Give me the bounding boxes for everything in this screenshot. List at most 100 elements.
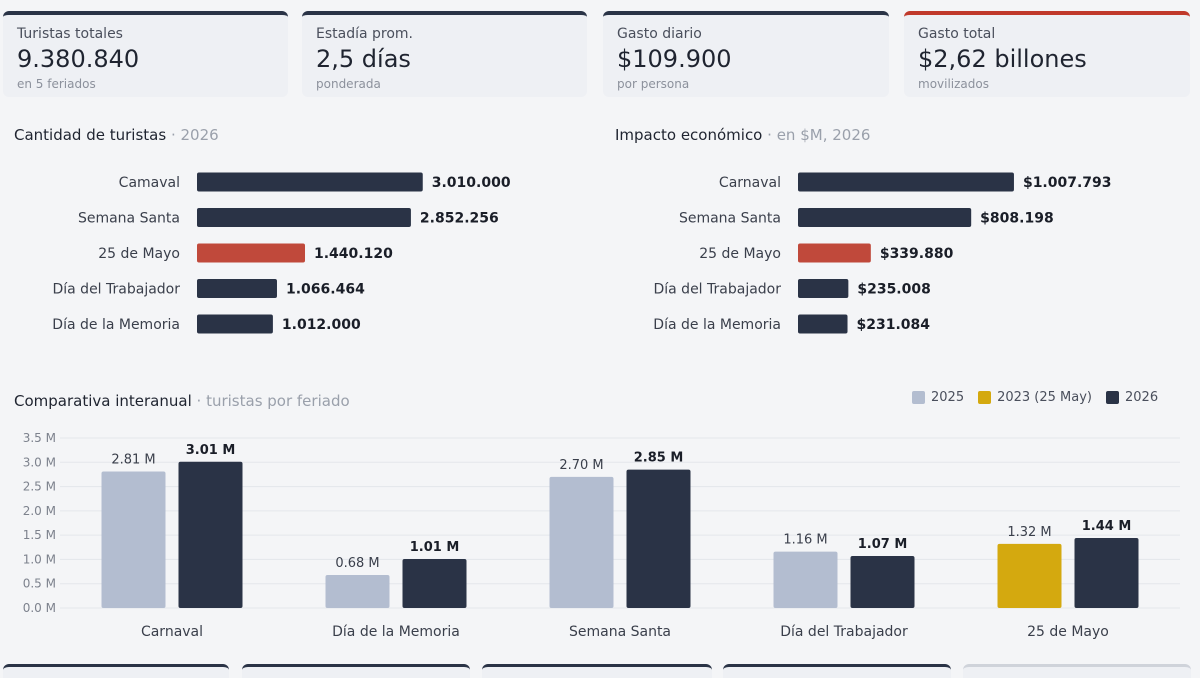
data-label: 1.16 M — [783, 533, 827, 548]
value-label: 2.852.256 — [420, 211, 499, 227]
bar — [798, 208, 972, 227]
data-label: 2.70 M — [559, 458, 603, 473]
bar — [402, 558, 467, 608]
chart-subtitle: turistas por feriado — [206, 392, 350, 410]
category-label: Semana Santa — [679, 211, 781, 227]
chart-title: Comparativa interanual — [14, 392, 192, 410]
value-label: $339.880 — [880, 246, 954, 262]
legend-swatch — [1106, 391, 1120, 404]
kpi-label: Gasto diario — [617, 26, 702, 42]
value-label: 1.012.000 — [282, 317, 361, 333]
bar — [549, 476, 614, 608]
category-label: Día del Trabajador — [52, 282, 180, 298]
category-label: Día de la Memoria — [653, 317, 781, 333]
kpi-card-estadia: Estadía prom. 2,5 días ponderada — [302, 11, 587, 97]
x-tick-label: Carnaval — [141, 624, 203, 640]
value-label: 1.066.464 — [286, 282, 365, 298]
data-label: 2.85 M — [634, 451, 684, 466]
kpi-value: 9.380.840 — [17, 45, 140, 73]
data-label: 1.32 M — [1007, 525, 1051, 540]
chart-title-comparativa: Comparativa interanual · turistas por fe… — [14, 392, 350, 410]
x-tick-label: Semana Santa — [569, 624, 671, 640]
kpi-value: $2,62 billones — [918, 45, 1087, 73]
legend-swatch — [912, 391, 925, 404]
category-label: Carnaval — [719, 175, 781, 191]
turistas-bar-chart: Camaval 3.010.000 Semana Santa 2.852.256 25 … — [52, 172, 511, 334]
legend-label: 2025 — [931, 390, 965, 405]
y-tick-label: 3.5 M — [23, 431, 56, 445]
bar — [178, 461, 243, 608]
value-label: 3.010.000 — [432, 175, 511, 191]
legend-item-2023: 2023 (25 May) — [978, 390, 1092, 405]
bottom-panel-tab[interactable] — [723, 664, 951, 678]
bottom-panel-tab[interactable] — [482, 664, 712, 678]
legend-item-2026: 2026 — [1106, 390, 1158, 405]
y-tick-label: 2.0 M — [23, 504, 56, 518]
category-label: Día del Trabajador — [653, 282, 781, 298]
value-label: 1.440.120 — [314, 246, 393, 262]
chart-subtitle: en $M, 2026 — [776, 126, 871, 144]
y-tick-label: 3.0 M — [23, 455, 56, 469]
kpi-sub: movilizados — [918, 77, 989, 91]
data-label: 2.81 M — [111, 453, 155, 468]
kpi-value: $109.900 — [617, 45, 732, 73]
x-tick-label: Día del Trabajador — [780, 624, 908, 640]
chart-title-turistas: Cantidad de turistas · 2026 — [14, 126, 219, 144]
comparativa-bar-chart: 0.0 M 0.5 M 1.0 M 1.5 M 2.0 M 2.5 M 3.0 M 3.5 M… — [23, 431, 1180, 640]
impacto-bar-chart: Carnaval $1.007.793 Semana Santa $808.198 25… — [653, 172, 1112, 334]
kpi-value: 2,5 días — [316, 45, 411, 73]
kpi-sub: en 5 feriados — [17, 77, 96, 91]
bar — [798, 314, 848, 334]
bar — [850, 556, 915, 608]
bar — [197, 279, 277, 298]
bar — [197, 314, 273, 334]
value-label: $231.084 — [857, 317, 931, 333]
x-tick-label: Día de la Memoria — [332, 624, 460, 640]
legend-label: 2023 (25 May) — [997, 390, 1093, 405]
x-tick-label: 25 de Mayo — [1027, 624, 1109, 640]
bottom-panel-tab[interactable] — [242, 664, 470, 678]
y-tick-label: 1.5 M — [23, 528, 56, 542]
chart-title-impacto: Impacto económico · en $M, 2026 — [615, 126, 870, 144]
kpi-card-turistas: Turistas totales 9.380.840 en 5 feriados — [3, 11, 288, 97]
chart-title: Impacto económico — [615, 126, 763, 144]
kpi-card-gasto-diario: Gasto diario $109.900 por persona — [603, 11, 889, 97]
bar — [197, 243, 306, 263]
category-label: Día de la Memoria — [52, 317, 180, 333]
bar — [798, 172, 1014, 192]
kpi-label: Gasto total — [918, 26, 996, 42]
data-label: 1.01 M — [410, 540, 460, 555]
chart-subtitle-separator: · — [170, 126, 181, 144]
category-label: Camaval — [119, 175, 180, 191]
legend-item-2025: 2025 — [912, 390, 964, 405]
kpi-label: Turistas totales — [17, 26, 123, 42]
kpi-card-gasto-total: Gasto total $2,62 billones movilizados — [904, 11, 1190, 97]
bar — [626, 469, 691, 608]
kpi-label: Estadía prom. — [316, 26, 414, 42]
value-label: $1.007.793 — [1023, 175, 1112, 191]
data-label: 0.68 M — [335, 556, 379, 571]
chart-subtitle-separator: · — [767, 126, 777, 144]
category-label: Semana Santa — [78, 211, 180, 227]
bottom-panel-tab[interactable] — [3, 664, 229, 678]
bar — [325, 574, 390, 608]
y-tick-label: 0.5 M — [23, 577, 56, 591]
category-label: 25 de Mayo — [699, 246, 781, 262]
bar — [798, 279, 849, 298]
bar — [997, 543, 1062, 608]
chart-subtitle: 2026 — [180, 126, 219, 144]
bar — [197, 172, 423, 192]
data-label: 1.07 M — [858, 537, 908, 552]
bottom-panel-tab[interactable] — [963, 664, 1191, 678]
chart-subtitle-separator: · — [196, 392, 207, 410]
chart-title: Cantidad de turistas — [14, 126, 167, 144]
bar — [773, 551, 838, 608]
bar — [101, 471, 166, 608]
value-label: $808.198 — [980, 211, 1054, 227]
data-label: 1.44 M — [1082, 519, 1132, 534]
bar — [197, 208, 411, 227]
legend-swatch — [978, 391, 992, 404]
category-label: 25 de Mayo — [98, 246, 180, 262]
bar — [798, 243, 871, 263]
data-label: 3.01 M — [186, 443, 236, 458]
